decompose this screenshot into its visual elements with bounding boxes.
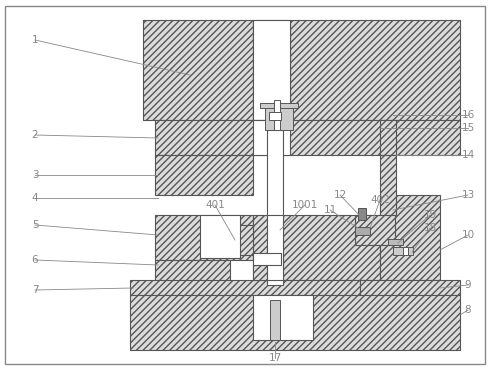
Bar <box>130 295 460 350</box>
Text: 1001: 1001 <box>292 200 318 210</box>
Bar <box>403 247 408 255</box>
Bar <box>355 215 395 245</box>
Text: 401: 401 <box>205 200 225 210</box>
Text: 9: 9 <box>464 280 471 290</box>
Bar <box>155 155 253 195</box>
Bar <box>253 120 290 155</box>
Text: 16: 16 <box>462 110 475 120</box>
Text: 10: 10 <box>462 230 475 240</box>
Text: 1: 1 <box>32 35 38 45</box>
Bar <box>267 130 283 285</box>
Bar <box>215 225 253 255</box>
Bar <box>253 215 380 280</box>
Bar <box>380 120 396 155</box>
Bar <box>253 20 290 120</box>
Bar <box>380 195 440 285</box>
Bar <box>155 120 460 155</box>
Bar <box>267 215 283 280</box>
Text: 14: 14 <box>462 150 475 160</box>
Bar <box>265 105 293 130</box>
Text: 7: 7 <box>32 285 38 295</box>
Text: 11: 11 <box>324 205 337 215</box>
Text: 13: 13 <box>462 190 475 200</box>
Text: 4: 4 <box>32 193 38 203</box>
Text: 17: 17 <box>269 353 282 363</box>
Text: 15: 15 <box>462 123 475 133</box>
Text: 402: 402 <box>370 195 390 205</box>
Bar <box>253 253 281 265</box>
Bar <box>378 217 390 225</box>
Text: 2: 2 <box>32 130 38 140</box>
Bar <box>130 280 360 295</box>
Bar <box>380 280 440 295</box>
Text: 8: 8 <box>464 305 471 315</box>
Text: 18: 18 <box>423 223 436 233</box>
Bar <box>143 20 253 120</box>
Bar <box>360 280 460 295</box>
Bar <box>253 20 290 120</box>
Bar <box>380 155 396 215</box>
Bar <box>253 295 313 340</box>
Text: 12: 12 <box>333 190 347 200</box>
Bar <box>393 247 413 255</box>
Bar <box>358 208 366 220</box>
Bar <box>388 239 403 245</box>
Bar <box>274 100 280 130</box>
Bar <box>155 260 230 285</box>
Bar <box>355 227 370 235</box>
Bar <box>155 215 253 260</box>
Text: 3: 3 <box>32 170 38 180</box>
Bar <box>269 112 281 120</box>
Bar <box>260 103 298 108</box>
Text: 6: 6 <box>32 255 38 265</box>
Bar <box>200 215 240 258</box>
Bar <box>253 265 281 280</box>
Bar <box>270 300 280 340</box>
Bar <box>290 20 460 120</box>
Text: 19: 19 <box>423 210 436 220</box>
Text: 5: 5 <box>32 220 38 230</box>
